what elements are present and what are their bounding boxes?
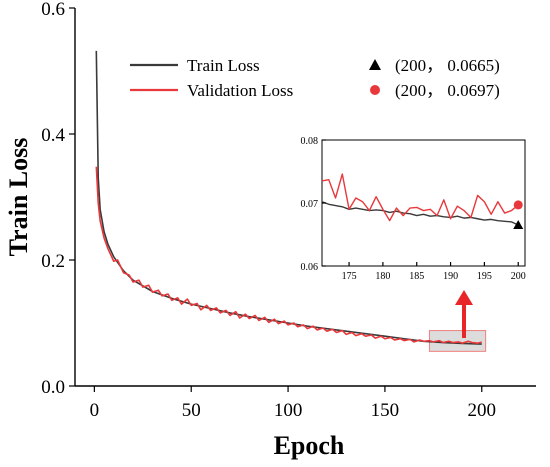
inset-axis-ticks: 175 180 185 190 195 200 0.06 0.07 0.08 (301, 136, 526, 282)
inset-x-tick-label: 185 (409, 271, 424, 282)
y-tick-label: 0.0 (41, 377, 65, 398)
inset-plot: 175 180 185 190 195 200 0.06 0.07 0.08 (301, 136, 526, 282)
inset-frame (321, 139, 526, 267)
main-axis-ticks: 0 50 100 150 200 0.0 0.2 0.4 0.6 (41, 0, 496, 421)
main-plot: 0 50 100 150 200 0.0 0.2 0.4 0.6 Epoch Train Los… (4, 0, 536, 460)
x-tick-label: 100 (274, 400, 303, 421)
legend: Train Loss Validation Loss (200， 0.0665)… (130, 56, 500, 100)
inset-x-tick-label: 190 (443, 271, 458, 282)
legend-triangle-marker (369, 59, 381, 70)
inset-train-loss-line (321, 201, 519, 226)
y-tick-label: 0.4 (41, 125, 65, 146)
x-tick-label: 50 (182, 400, 201, 421)
annotation-validation-final: (200， 0.0697) (395, 81, 500, 100)
arrow-head (455, 290, 473, 305)
inset-y-tick-label: 0.06 (301, 262, 319, 273)
inset-x-tick-label: 200 (511, 271, 526, 282)
inset-y-tick-label: 0.07 (301, 199, 319, 210)
x-tick-label: 150 (371, 400, 400, 421)
annotation-train-final: (200， 0.0665) (395, 56, 500, 75)
x-tick-label: 0 (90, 400, 100, 421)
main-series-lines (95, 50, 482, 345)
inset-y-tick-label: 0.08 (301, 136, 319, 147)
x-axis-title: Epoch (274, 431, 345, 460)
inset-series-lines (321, 173, 519, 226)
inset-x-tick-label: 195 (477, 271, 492, 282)
inset-triangle-marker (513, 220, 524, 230)
zoom-arrow (455, 290, 473, 338)
y-tick-label: 0.2 (41, 251, 65, 272)
inset-x-tick-label: 180 (375, 271, 390, 282)
legend-validation-label: Validation Loss (187, 81, 293, 100)
inset-x-tick-label: 175 (342, 271, 357, 282)
y-axis-title: Train Loss (4, 138, 33, 257)
validation-loss-line (95, 166, 482, 344)
inset-validation-loss-line (321, 173, 519, 222)
inset-circle-marker (513, 200, 523, 210)
legend-train-label: Train Loss (187, 56, 260, 75)
x-tick-label: 200 (468, 400, 497, 421)
legend-circle-marker (370, 85, 380, 95)
y-tick-label: 0.6 (41, 0, 65, 20)
